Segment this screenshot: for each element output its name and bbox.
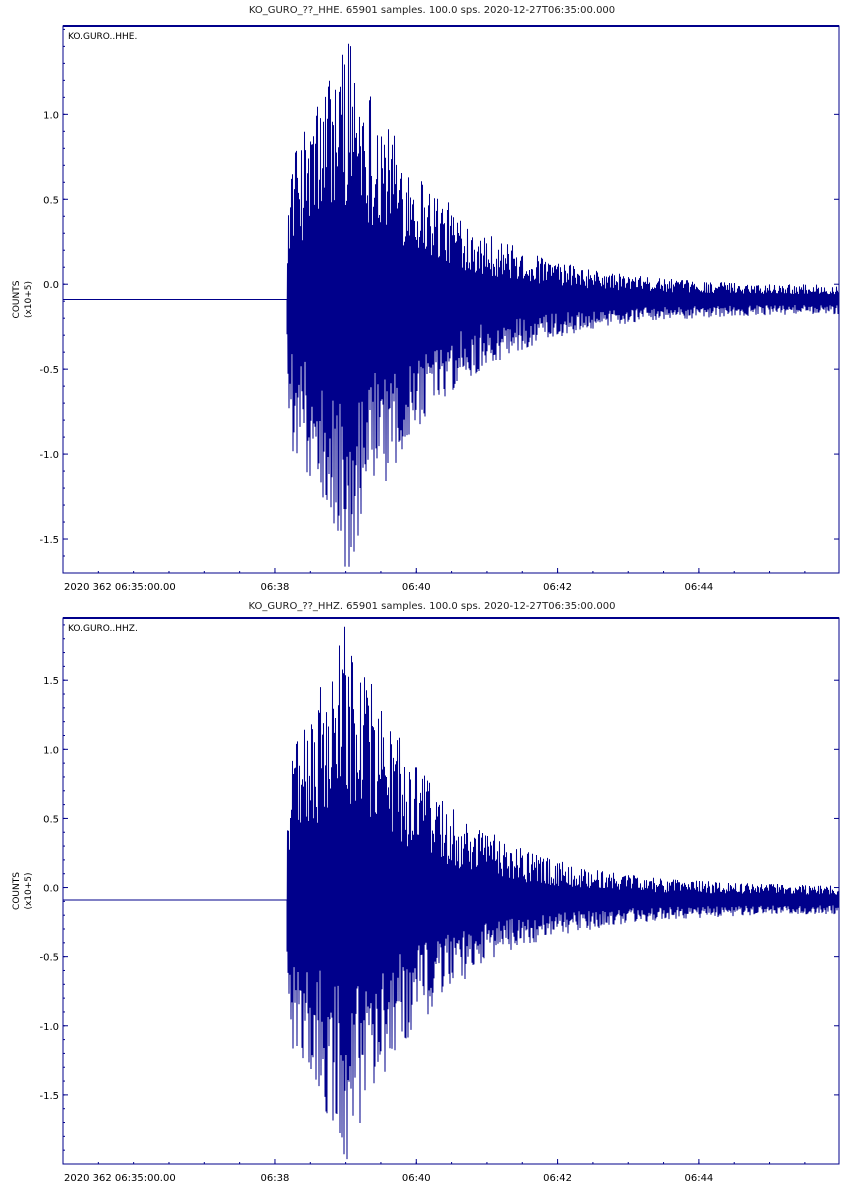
chart-title: KO_GURO_??_HHZ. 65901 samples. 100.0 sps… xyxy=(249,601,616,612)
y-tick-label: -1.0 xyxy=(39,450,59,461)
x-tick-label: 06:42 xyxy=(543,582,572,593)
x-tick-label: 2020 362 06:35:00.00 xyxy=(64,1173,176,1184)
chart-title: KO_GURO_??_HHE. 65901 samples. 100.0 sps… xyxy=(249,5,615,16)
y-tick-label: -1.0 xyxy=(39,1022,59,1033)
y-axis-label: COUNTS xyxy=(12,280,22,318)
y-tick-label: 1.0 xyxy=(43,110,59,121)
waveform-trace xyxy=(63,43,840,567)
x-tick-label: 2020 362 06:35:00.00 xyxy=(64,582,176,593)
channel-label: KO.GURO..HHZ. xyxy=(68,624,138,634)
y-tick-label: 0.5 xyxy=(43,195,59,206)
y-tick-label: -0.5 xyxy=(39,365,59,376)
y-tick-label: -0.5 xyxy=(39,953,59,964)
hhe-seismogram-chart: KO_GURO_??_HHE. 65901 samples. 100.0 sps… xyxy=(12,5,840,593)
y-axis-unit: (x10+5) xyxy=(24,872,34,909)
y-axis-label-group: COUNTS (x10+5) xyxy=(12,872,34,910)
hhz-seismogram-chart: KO_GURO_??_HHZ. 65901 samples. 100.0 sps… xyxy=(12,601,840,1184)
x-tick-label: 06:40 xyxy=(402,582,431,593)
y-tick-label: -1.5 xyxy=(39,535,59,546)
x-tick-label: 06:38 xyxy=(261,582,290,593)
axes: 1.5 1.0 0.5 0.0 -0.5 -1.0 -1.5 2020 362 06:35:0… xyxy=(39,617,840,1184)
y-tick-label: 0.0 xyxy=(43,280,59,291)
y-axis-label-group: COUNTS (x10+5) xyxy=(12,280,34,318)
y-axis-unit: (x10+5) xyxy=(24,281,34,318)
seismic-trace-line xyxy=(63,626,840,1160)
x-tick-label: 06:40 xyxy=(402,1173,431,1184)
axes: 1.0 0.5 0.0 -0.5 -1.0 -1.5 2020 362 06:35:00.0… xyxy=(39,25,840,593)
x-tick-label: 06:42 xyxy=(543,1173,572,1184)
x-tick-label: 06:44 xyxy=(684,582,713,593)
waveform-trace xyxy=(63,626,840,1160)
x-tick-label: 06:44 xyxy=(684,1173,713,1184)
y-tick-label: 0.0 xyxy=(43,884,59,895)
y-axis-label: COUNTS xyxy=(12,872,22,910)
seismic-trace-line xyxy=(63,43,840,567)
x-tick-label: 06:38 xyxy=(261,1173,290,1184)
y-tick-label: -1.5 xyxy=(39,1091,59,1102)
channel-label: KO.GURO..HHE. xyxy=(68,32,137,42)
y-tick-label: 1.5 xyxy=(43,676,59,687)
y-tick-label: 0.5 xyxy=(43,814,59,825)
y-tick-label: 1.0 xyxy=(43,745,59,756)
